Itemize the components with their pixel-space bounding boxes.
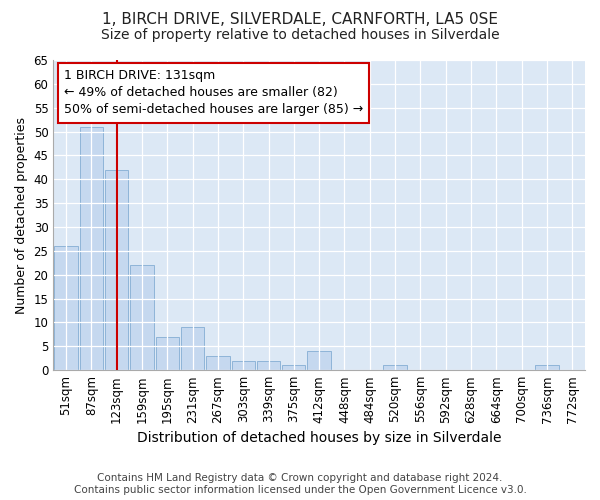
Bar	[535, 366, 559, 370]
Y-axis label: Number of detached properties: Number of detached properties	[15, 116, 28, 314]
Text: Contains HM Land Registry data © Crown copyright and database right 2024.
Contai: Contains HM Land Registry data © Crown c…	[74, 474, 526, 495]
Bar	[80, 127, 103, 370]
Bar	[206, 356, 230, 370]
Bar	[181, 327, 204, 370]
Bar	[383, 366, 407, 370]
X-axis label: Distribution of detached houses by size in Silverdale: Distribution of detached houses by size …	[137, 431, 502, 445]
Bar	[130, 265, 154, 370]
Bar	[55, 246, 77, 370]
Bar	[257, 360, 280, 370]
Text: 1, BIRCH DRIVE, SILVERDALE, CARNFORTH, LA5 0SE: 1, BIRCH DRIVE, SILVERDALE, CARNFORTH, L…	[102, 12, 498, 28]
Bar	[105, 170, 128, 370]
Bar	[307, 351, 331, 370]
Bar	[282, 366, 305, 370]
Text: Size of property relative to detached houses in Silverdale: Size of property relative to detached ho…	[101, 28, 499, 42]
Bar	[232, 360, 255, 370]
Bar	[155, 337, 179, 370]
Text: 1 BIRCH DRIVE: 131sqm
← 49% of detached houses are smaller (82)
50% of semi-deta: 1 BIRCH DRIVE: 131sqm ← 49% of detached …	[64, 70, 363, 116]
